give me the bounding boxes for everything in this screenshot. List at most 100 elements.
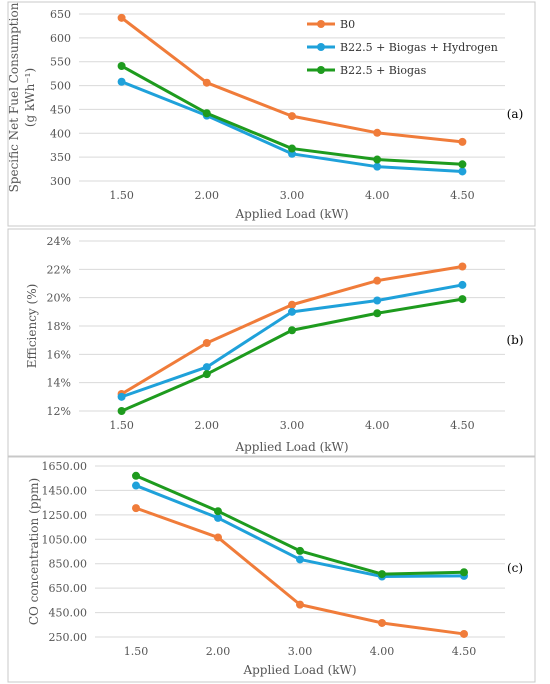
data-point — [373, 309, 382, 318]
y-tick-label: 12% — [47, 405, 71, 418]
panel-label: (b) — [506, 333, 523, 347]
y-tick-label: 14% — [47, 377, 71, 390]
data-point — [117, 62, 126, 71]
data-point — [214, 513, 222, 522]
data-point — [460, 568, 468, 577]
data-point — [460, 629, 468, 638]
y-axis-label: Specific Net Fuel Consumption — [7, 2, 21, 192]
data-point — [378, 618, 386, 627]
data-point — [458, 167, 467, 176]
y-tick-label: 500 — [50, 80, 71, 93]
chart-frame — [7, 1, 536, 227]
data-point — [458, 280, 467, 289]
data-point — [288, 307, 296, 316]
legend: B0 B22.5 + Biogas + Hydrogen B22.5 + Bioga… — [307, 18, 498, 77]
y-tick-label: 1250.00 — [42, 509, 88, 522]
y-tick-label: 1050.00 — [42, 533, 88, 546]
y-tick-label: 550 — [50, 56, 71, 69]
x-tick-label: 3.00 — [280, 419, 305, 432]
data-point — [373, 162, 382, 171]
x-tick-label: 4.00 — [365, 419, 390, 432]
x-axis-label: Applied Load (kW) — [234, 440, 348, 454]
data-point — [132, 471, 140, 480]
data-point — [132, 481, 140, 490]
x-tick-label: 2.00 — [195, 419, 220, 432]
data-point — [373, 276, 382, 285]
y-tick-label: 1650.00 — [42, 460, 88, 473]
data-point — [288, 144, 296, 153]
x-tick-label: 4.50 — [452, 645, 477, 658]
data-point — [202, 339, 211, 347]
legend-marker — [317, 43, 325, 51]
data-point — [117, 77, 126, 86]
data-point — [288, 300, 296, 309]
chart-2: 12% 14% 16% 18% 20% 22% 24% 1.50 2.00 3.00 4.00 4.5… — [7, 228, 536, 457]
x-tick-label: 4.50 — [450, 189, 475, 202]
y-tick-label: 16% — [47, 348, 71, 361]
chart-frame — [7, 456, 536, 683]
data-point — [214, 533, 222, 542]
panel-label: (a) — [507, 107, 524, 121]
x-tick-label: 4.50 — [450, 419, 475, 432]
data-point — [288, 112, 296, 121]
panel-label: (c) — [507, 561, 523, 575]
y-tick-label: 24% — [47, 235, 71, 248]
x-tick-label: 2.00 — [206, 645, 231, 658]
x-axis-label: Applied Load (kW) — [234, 207, 348, 221]
y-tick-label: 850.00 — [49, 558, 88, 571]
data-point — [132, 504, 140, 513]
y-tick-label: 18% — [47, 320, 71, 333]
y-tick-label: 400 — [50, 127, 71, 140]
data-point — [373, 296, 382, 305]
y-tick-label: 650.00 — [49, 582, 88, 595]
data-point — [117, 407, 126, 415]
legend-label: B22.5 + Biogas + Hydrogen — [340, 41, 498, 54]
legend-label: B22.5 + Biogas — [340, 64, 427, 77]
data-point — [296, 555, 304, 564]
y-tick-label: 600 — [50, 32, 71, 45]
x-tick-label: 3.00 — [288, 645, 313, 658]
data-point — [458, 160, 467, 169]
x-tick-label: 3.00 — [280, 189, 305, 202]
y-axis-label: (g kWh⁻¹) — [23, 68, 37, 127]
x-axis-label: Applied Load (kW) — [242, 663, 356, 677]
x-tick-label: 1.50 — [109, 419, 134, 432]
x-tick-label: 1.50 — [124, 645, 149, 658]
y-axis-label: Efficiency (%) — [25, 284, 39, 369]
data-point — [202, 78, 211, 87]
data-point — [458, 295, 467, 304]
data-point — [373, 155, 382, 164]
y-tick-label: 450 — [50, 103, 71, 116]
y-tick-label: 300 — [50, 175, 71, 188]
legend-marker — [317, 66, 325, 74]
y-tick-label: 1450.00 — [42, 484, 88, 497]
chart-1: 300 350 400 450 500 550 600 650 1.50 2.00 3.00 4.00… — [7, 1, 536, 227]
chart-3: 250.00 450.00 650.00 850.00 1050.00 1250.00 14… — [7, 456, 536, 683]
y-tick-label: 450.00 — [49, 607, 88, 620]
x-tick-label: 4.00 — [370, 645, 395, 658]
legend-marker — [317, 20, 325, 28]
y-tick-label: 250.00 — [49, 631, 88, 644]
data-point — [117, 13, 126, 22]
x-tick-label: 4.00 — [365, 189, 390, 202]
data-point — [458, 137, 467, 146]
y-tick-label: 22% — [47, 263, 71, 276]
data-point — [296, 600, 304, 609]
data-point — [458, 262, 467, 271]
legend-label: B0 — [340, 18, 355, 31]
data-point — [296, 546, 304, 555]
data-point — [202, 363, 211, 372]
data-point — [288, 326, 296, 335]
data-point — [373, 128, 382, 137]
y-tick-label: 20% — [47, 292, 71, 305]
data-point — [214, 507, 222, 516]
y-tick-label: 350 — [50, 151, 71, 164]
data-point — [202, 109, 211, 118]
data-point — [117, 392, 126, 401]
x-tick-label: 1.50 — [109, 189, 134, 202]
y-axis-label: CO concentration (ppm) — [27, 478, 41, 625]
y-tick-label: 650 — [50, 8, 71, 21]
data-point — [378, 570, 386, 579]
data-point — [202, 370, 211, 379]
